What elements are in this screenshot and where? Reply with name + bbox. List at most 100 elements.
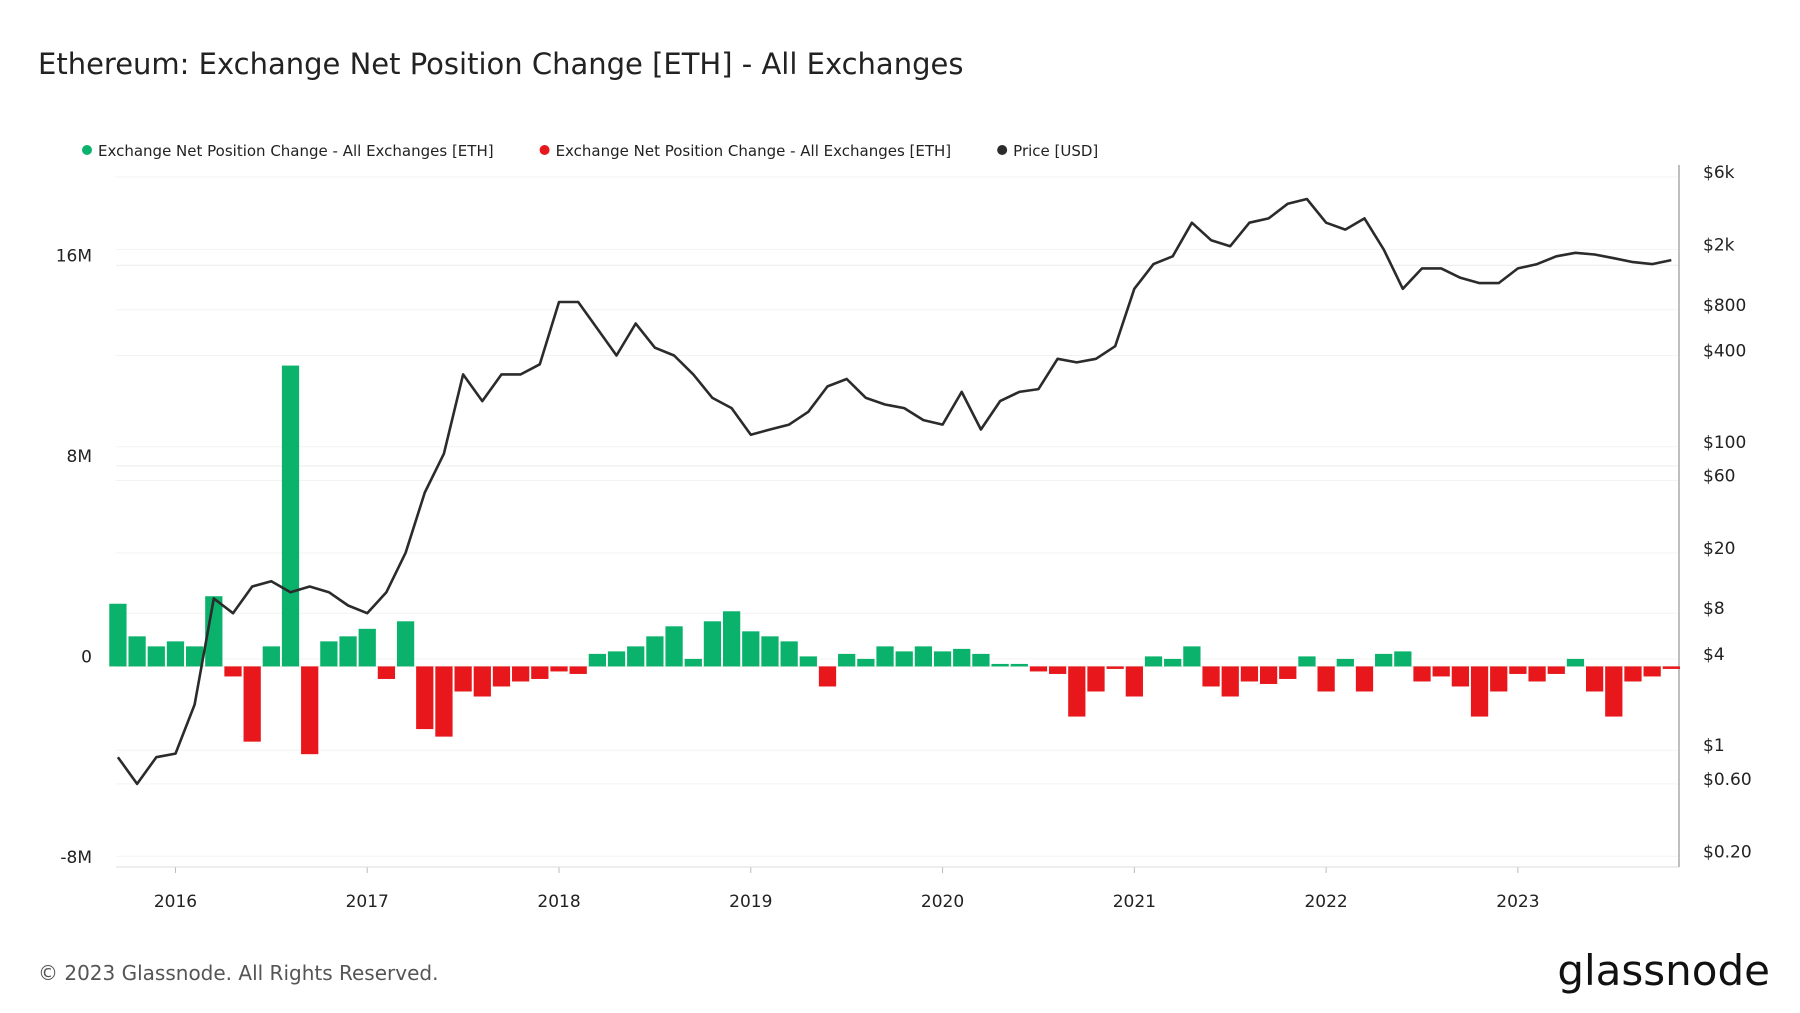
y2-tick-label: $8 bbox=[1703, 599, 1725, 619]
y-tick-label: -8M bbox=[60, 848, 92, 868]
bar bbox=[358, 628, 376, 667]
legend-marker bbox=[82, 145, 92, 155]
bar bbox=[703, 621, 722, 667]
bar bbox=[301, 666, 319, 755]
bar bbox=[1336, 658, 1354, 667]
bar bbox=[320, 641, 338, 667]
bar bbox=[492, 666, 511, 687]
y2-tick-label: $0.60 bbox=[1703, 770, 1752, 790]
bar bbox=[243, 666, 261, 742]
bar bbox=[147, 646, 165, 667]
bar bbox=[1183, 646, 1201, 667]
bar bbox=[742, 631, 760, 667]
x-tick-label: 2017 bbox=[346, 892, 389, 912]
bar bbox=[1029, 666, 1048, 672]
bar bbox=[1240, 666, 1259, 682]
bar bbox=[761, 636, 779, 667]
y2-tick-label: $6k bbox=[1703, 163, 1735, 183]
bar bbox=[876, 646, 894, 667]
x-tick-label: 2023 bbox=[1496, 892, 1539, 912]
bar bbox=[627, 646, 645, 667]
bar bbox=[1279, 666, 1297, 679]
bar bbox=[1221, 666, 1239, 697]
bar bbox=[1547, 666, 1565, 674]
y2-tick-label: $100 bbox=[1703, 433, 1746, 453]
x-tick-label: 2018 bbox=[537, 892, 580, 912]
bar bbox=[1470, 666, 1489, 717]
bar bbox=[684, 658, 702, 667]
y-tick-label: 0 bbox=[81, 647, 92, 667]
bar bbox=[588, 653, 606, 667]
bar bbox=[377, 666, 396, 679]
price-line bbox=[116, 197, 1672, 786]
y2-tick-label: $60 bbox=[1703, 466, 1735, 486]
bar bbox=[1259, 666, 1278, 684]
y2-tick-label: $0.20 bbox=[1703, 842, 1752, 862]
bar bbox=[1144, 656, 1163, 667]
x-tick-label: 2020 bbox=[921, 892, 964, 912]
bar bbox=[1566, 658, 1585, 667]
bar bbox=[435, 666, 453, 737]
y2-tick-label: $800 bbox=[1703, 296, 1746, 316]
bar bbox=[1605, 666, 1623, 717]
legend-label: Exchange Net Position Change - All Excha… bbox=[98, 142, 494, 160]
bar bbox=[1662, 666, 1680, 669]
chart-title: Ethereum: Exchange Net Position Change [… bbox=[38, 47, 963, 81]
bar bbox=[396, 621, 415, 667]
y-tick-label: 16M bbox=[56, 246, 92, 266]
legend-marker bbox=[539, 145, 550, 155]
bar bbox=[1413, 666, 1431, 682]
bar bbox=[1355, 666, 1374, 692]
legend-marker bbox=[997, 145, 1008, 155]
x-tick-label: 2019 bbox=[729, 892, 772, 912]
bar bbox=[185, 646, 204, 667]
bar bbox=[972, 653, 990, 667]
bar bbox=[1087, 666, 1105, 692]
bar bbox=[1049, 666, 1067, 674]
bar bbox=[1125, 666, 1143, 697]
bar bbox=[799, 656, 817, 667]
bar bbox=[1528, 666, 1546, 682]
bar bbox=[818, 666, 837, 687]
bar bbox=[933, 651, 952, 667]
bar bbox=[1509, 666, 1527, 674]
bar bbox=[1624, 666, 1642, 682]
y2-tick-label: $2k bbox=[1703, 235, 1735, 255]
x-tick-label: 2022 bbox=[1304, 892, 1347, 912]
legend-label: Exchange Net Position Change - All Excha… bbox=[556, 142, 952, 160]
bar bbox=[416, 666, 434, 730]
bar bbox=[1317, 666, 1335, 692]
y2-tick-label: $4 bbox=[1703, 645, 1725, 665]
bar bbox=[1490, 666, 1508, 692]
bar bbox=[512, 666, 530, 682]
bar bbox=[838, 653, 856, 667]
bar bbox=[1643, 666, 1661, 677]
bar bbox=[1202, 666, 1220, 687]
bar bbox=[895, 651, 913, 667]
bar bbox=[473, 666, 491, 697]
y2-tick-label: $20 bbox=[1703, 539, 1735, 559]
bar bbox=[281, 365, 300, 667]
bar bbox=[991, 663, 1009, 667]
bar bbox=[857, 658, 875, 667]
bar bbox=[665, 626, 683, 667]
bar bbox=[780, 641, 798, 667]
bar bbox=[339, 636, 357, 667]
bar bbox=[224, 666, 242, 677]
bar bbox=[1394, 651, 1412, 667]
bar bbox=[128, 636, 146, 667]
y-tick-label: 8M bbox=[67, 447, 92, 467]
bar bbox=[1068, 666, 1086, 717]
bar bbox=[531, 666, 549, 679]
bar bbox=[722, 611, 741, 667]
bar bbox=[550, 666, 568, 672]
footer: © 2023 Glassnode. All Rights Reserved. bbox=[38, 961, 438, 985]
bar bbox=[1432, 666, 1450, 677]
bar bbox=[569, 666, 587, 674]
bar bbox=[1164, 658, 1182, 667]
legend-label: Price [USD] bbox=[1013, 142, 1098, 160]
brand-logo: glassnode bbox=[1557, 946, 1770, 995]
bar bbox=[1451, 666, 1470, 687]
